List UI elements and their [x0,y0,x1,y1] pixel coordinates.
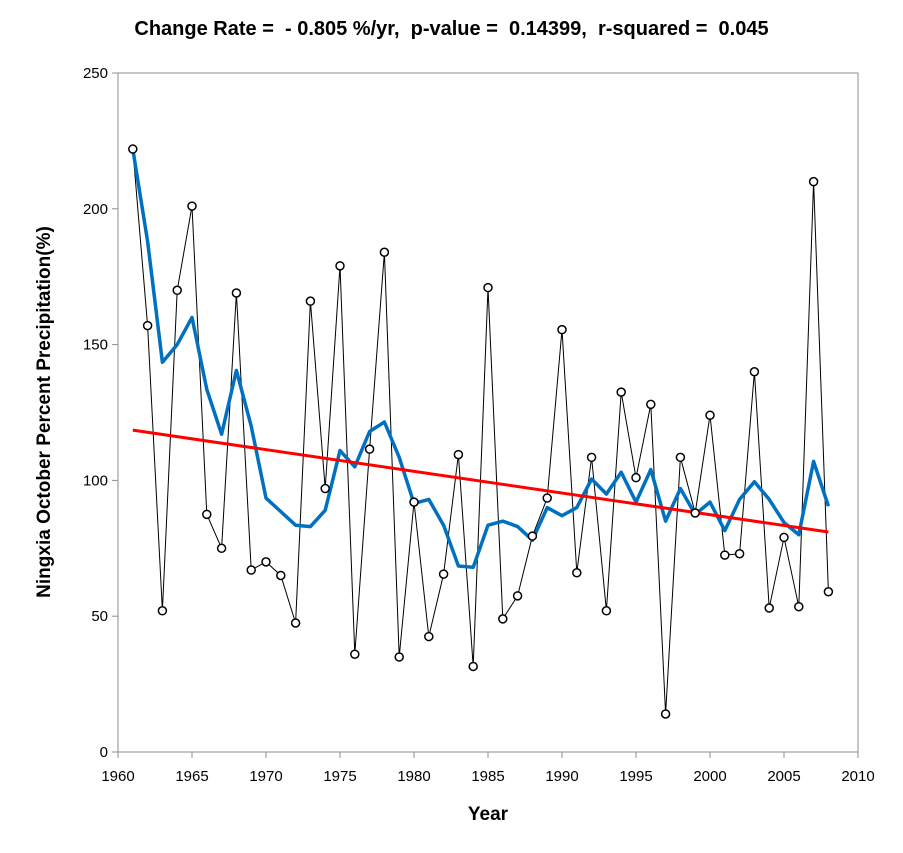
x-tick-label: 2005 [767,768,800,785]
observed-point [216,543,227,554]
observed-series-line [132,149,829,715]
observed-point [305,296,316,306]
observed-point [261,557,271,567]
observed-point [808,176,819,187]
observed-point [231,288,242,298]
x-tick-label: 1990 [545,768,578,785]
observed-point [409,497,419,507]
observed-point [438,569,449,579]
observed-point [601,606,612,616]
observed-point [823,587,834,597]
observed-point [794,601,804,612]
observed-point [646,399,656,410]
observed-point [734,548,745,559]
observed-point [498,614,508,624]
observed-point [483,282,493,293]
observed-point [335,261,345,271]
observed-point [527,531,538,541]
moving-average-series-line [131,148,831,570]
observed-point [128,144,138,154]
observed-point [675,452,686,463]
observed-point [631,472,641,483]
trend-line [132,428,829,534]
observed-point [690,508,700,518]
observed-point [764,603,774,613]
axes: 0 50 100 150 200 250 1960 1965 1970 1975 1980 1985 1… [83,65,875,785]
observed-point [572,567,582,578]
y-axis-label: Ningxia October Percent Precipitation(%) [34,226,55,598]
x-tick-label: 1975 [323,768,356,785]
observed-point [557,324,567,335]
y-tick-label: 200 [83,201,108,218]
x-tick-label: 1965 [175,768,208,785]
x-axis-label: Year [468,804,509,825]
observed-point [187,201,197,211]
chart-title: Change Rate = - 0.805 %/yr, p-value = 0.… [134,18,769,40]
observed-point [542,493,552,503]
observed-point [586,452,597,463]
observed-point [276,570,286,581]
observed-point [705,410,715,420]
observed-point [142,320,153,331]
observed-point [350,649,360,659]
x-tick-label: 1960 [101,768,134,785]
observed-point [453,449,464,460]
observed-point [364,444,375,454]
y-tick-label: 150 [83,337,108,354]
y-tick-label: 100 [83,472,108,489]
observed-point [379,247,390,258]
observed-point [616,387,626,397]
x-tick-label: 2000 [693,768,726,785]
observed-point [172,285,182,296]
y-tick-label: 50 [91,608,108,625]
x-tick-label: 1970 [249,768,282,785]
observed-point [202,509,212,520]
observed-point [320,483,330,494]
observed-point [290,618,301,628]
observed-point [468,661,478,672]
observed-point [157,606,168,616]
x-tick-label: 1985 [471,768,504,785]
x-tick-label: 1995 [619,768,652,785]
observed-point [424,631,434,642]
observed-point [660,709,671,719]
observed-point [779,532,789,543]
x-tick-label: 2010 [841,768,874,785]
observed-point [720,550,730,560]
y-tick-label: 250 [83,65,108,82]
y-tick-label: 0 [100,744,108,761]
observed-point [394,652,404,662]
marks [128,144,834,719]
x-tick-label: 1980 [397,768,430,785]
observed-point [246,565,256,575]
observed-point [749,367,760,377]
observed-point [512,591,523,601]
